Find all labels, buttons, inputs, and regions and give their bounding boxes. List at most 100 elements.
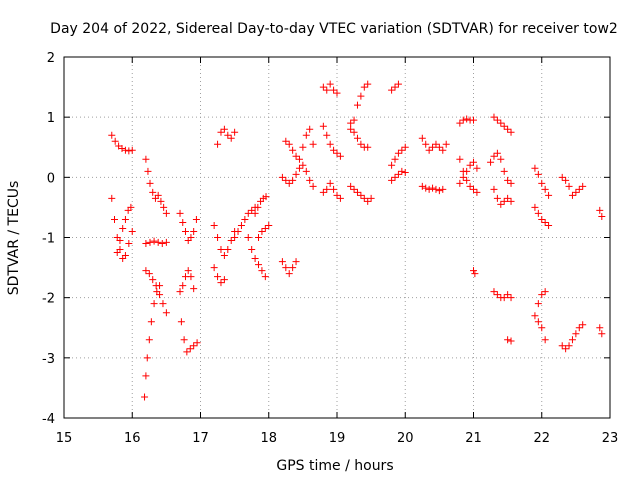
data-point-marker: [596, 324, 604, 332]
y-tick-label: 0: [47, 171, 55, 186]
data-point-marker: [572, 330, 580, 338]
data-point-marker: [142, 240, 150, 248]
data-point-marker: [487, 158, 495, 166]
data-point-marker: [214, 273, 222, 281]
data-point-marker: [146, 179, 154, 187]
data-point-marker: [598, 212, 606, 220]
data-point-marker: [152, 282, 160, 290]
data-point-marker: [572, 188, 580, 196]
data-point-marker: [391, 155, 399, 163]
y-tick-labels: -4 -3 -2 -1 0 1 2: [42, 51, 55, 427]
data-point-marker: [422, 184, 430, 192]
data-point-marker: [292, 152, 300, 160]
data-point-marker: [190, 342, 198, 350]
data-point-marker: [150, 237, 158, 245]
data-point-marker: [192, 215, 200, 223]
data-point-marker: [282, 137, 290, 145]
data-point-marker: [217, 246, 225, 254]
data-point-marker: [353, 134, 361, 142]
data-point-marker: [439, 146, 447, 154]
data-point-marker: [159, 300, 167, 308]
data-point-marker: [227, 134, 235, 142]
data-point-marker: [234, 227, 242, 235]
data-point-marker: [575, 324, 583, 332]
data-point-marker: [177, 318, 185, 326]
data-point-marker: [439, 185, 447, 193]
data-point-marker: [111, 137, 119, 145]
data-point-marker: [500, 167, 508, 175]
data-point-marker: [364, 80, 372, 88]
data-point-marker: [231, 128, 239, 136]
data-point-marker: [534, 209, 542, 217]
data-point-marker: [244, 234, 252, 241]
data-point-marker: [398, 167, 406, 175]
data-point-marker: [463, 176, 471, 184]
data-point-marker: [353, 101, 361, 109]
y-tick-label: -2: [42, 292, 55, 307]
data-point-marker: [504, 194, 512, 202]
data-point-marker: [541, 288, 549, 296]
data-point-marker: [534, 170, 542, 178]
data-point-marker: [425, 185, 433, 193]
data-point-marker: [579, 182, 587, 190]
data-point-marker: [490, 185, 498, 193]
data-point-marker: [309, 182, 317, 190]
data-point-marker: [504, 176, 512, 184]
data-point-marker: [154, 191, 162, 199]
data-point-marker: [568, 191, 576, 199]
data-point-marker: [353, 188, 361, 196]
data-point-marker: [149, 188, 157, 196]
data-point-marker: [145, 270, 153, 278]
data-point-marker: [224, 131, 232, 139]
data-point-marker: [357, 140, 365, 148]
y-tick-label: -4: [42, 412, 55, 427]
data-point-marker: [456, 179, 464, 187]
data-point-marker: [128, 146, 136, 154]
data-point-marker: [220, 276, 228, 284]
data-point-marker: [224, 246, 232, 254]
data-point-marker: [128, 227, 136, 235]
data-point-marker: [507, 337, 515, 345]
data-point-marker: [558, 342, 566, 350]
data-point-marker: [254, 203, 262, 211]
data-point-marker: [150, 300, 158, 308]
data-point-marker: [347, 119, 355, 127]
data-point-marker: [357, 92, 365, 100]
data-point-marker: [357, 191, 365, 199]
data-point-marker: [319, 188, 327, 196]
data-point-marker: [285, 140, 293, 148]
data-point-marker: [490, 113, 498, 121]
y-axis-label: SDTVAR / TECUs: [6, 181, 22, 296]
data-point-marker: [418, 182, 426, 190]
data-point-marker: [162, 309, 170, 317]
x-tick-label: 15: [56, 431, 73, 446]
data-point-marker: [350, 116, 358, 124]
data-point-marker: [333, 191, 341, 199]
data-point-marker: [127, 203, 135, 211]
data-point-marker: [231, 234, 239, 241]
data-point-marker: [350, 185, 358, 193]
data-point-marker: [394, 149, 402, 157]
data-point-marker: [116, 237, 124, 245]
data-point-marker: [248, 246, 256, 254]
data-point-marker: [309, 140, 317, 148]
data-point-marker: [531, 203, 539, 211]
data-point-marker: [187, 234, 195, 241]
data-point-marker: [422, 140, 430, 148]
data-point-marker: [500, 197, 508, 205]
data-point-marker: [429, 184, 437, 192]
data-point-marker: [541, 336, 549, 344]
data-point-marker: [227, 237, 235, 245]
data-point-marker: [541, 218, 549, 226]
data-point-marker: [507, 294, 515, 302]
data-point-marker: [145, 336, 153, 344]
data-point-marker: [141, 393, 149, 401]
data-point-marker: [319, 122, 327, 130]
data-point-marker: [119, 224, 127, 232]
data-point-marker: [330, 86, 338, 94]
data-point-marker: [401, 143, 409, 151]
data-point-marker: [493, 116, 501, 124]
data-point-marker: [500, 122, 508, 130]
data-point-marker: [347, 182, 355, 190]
